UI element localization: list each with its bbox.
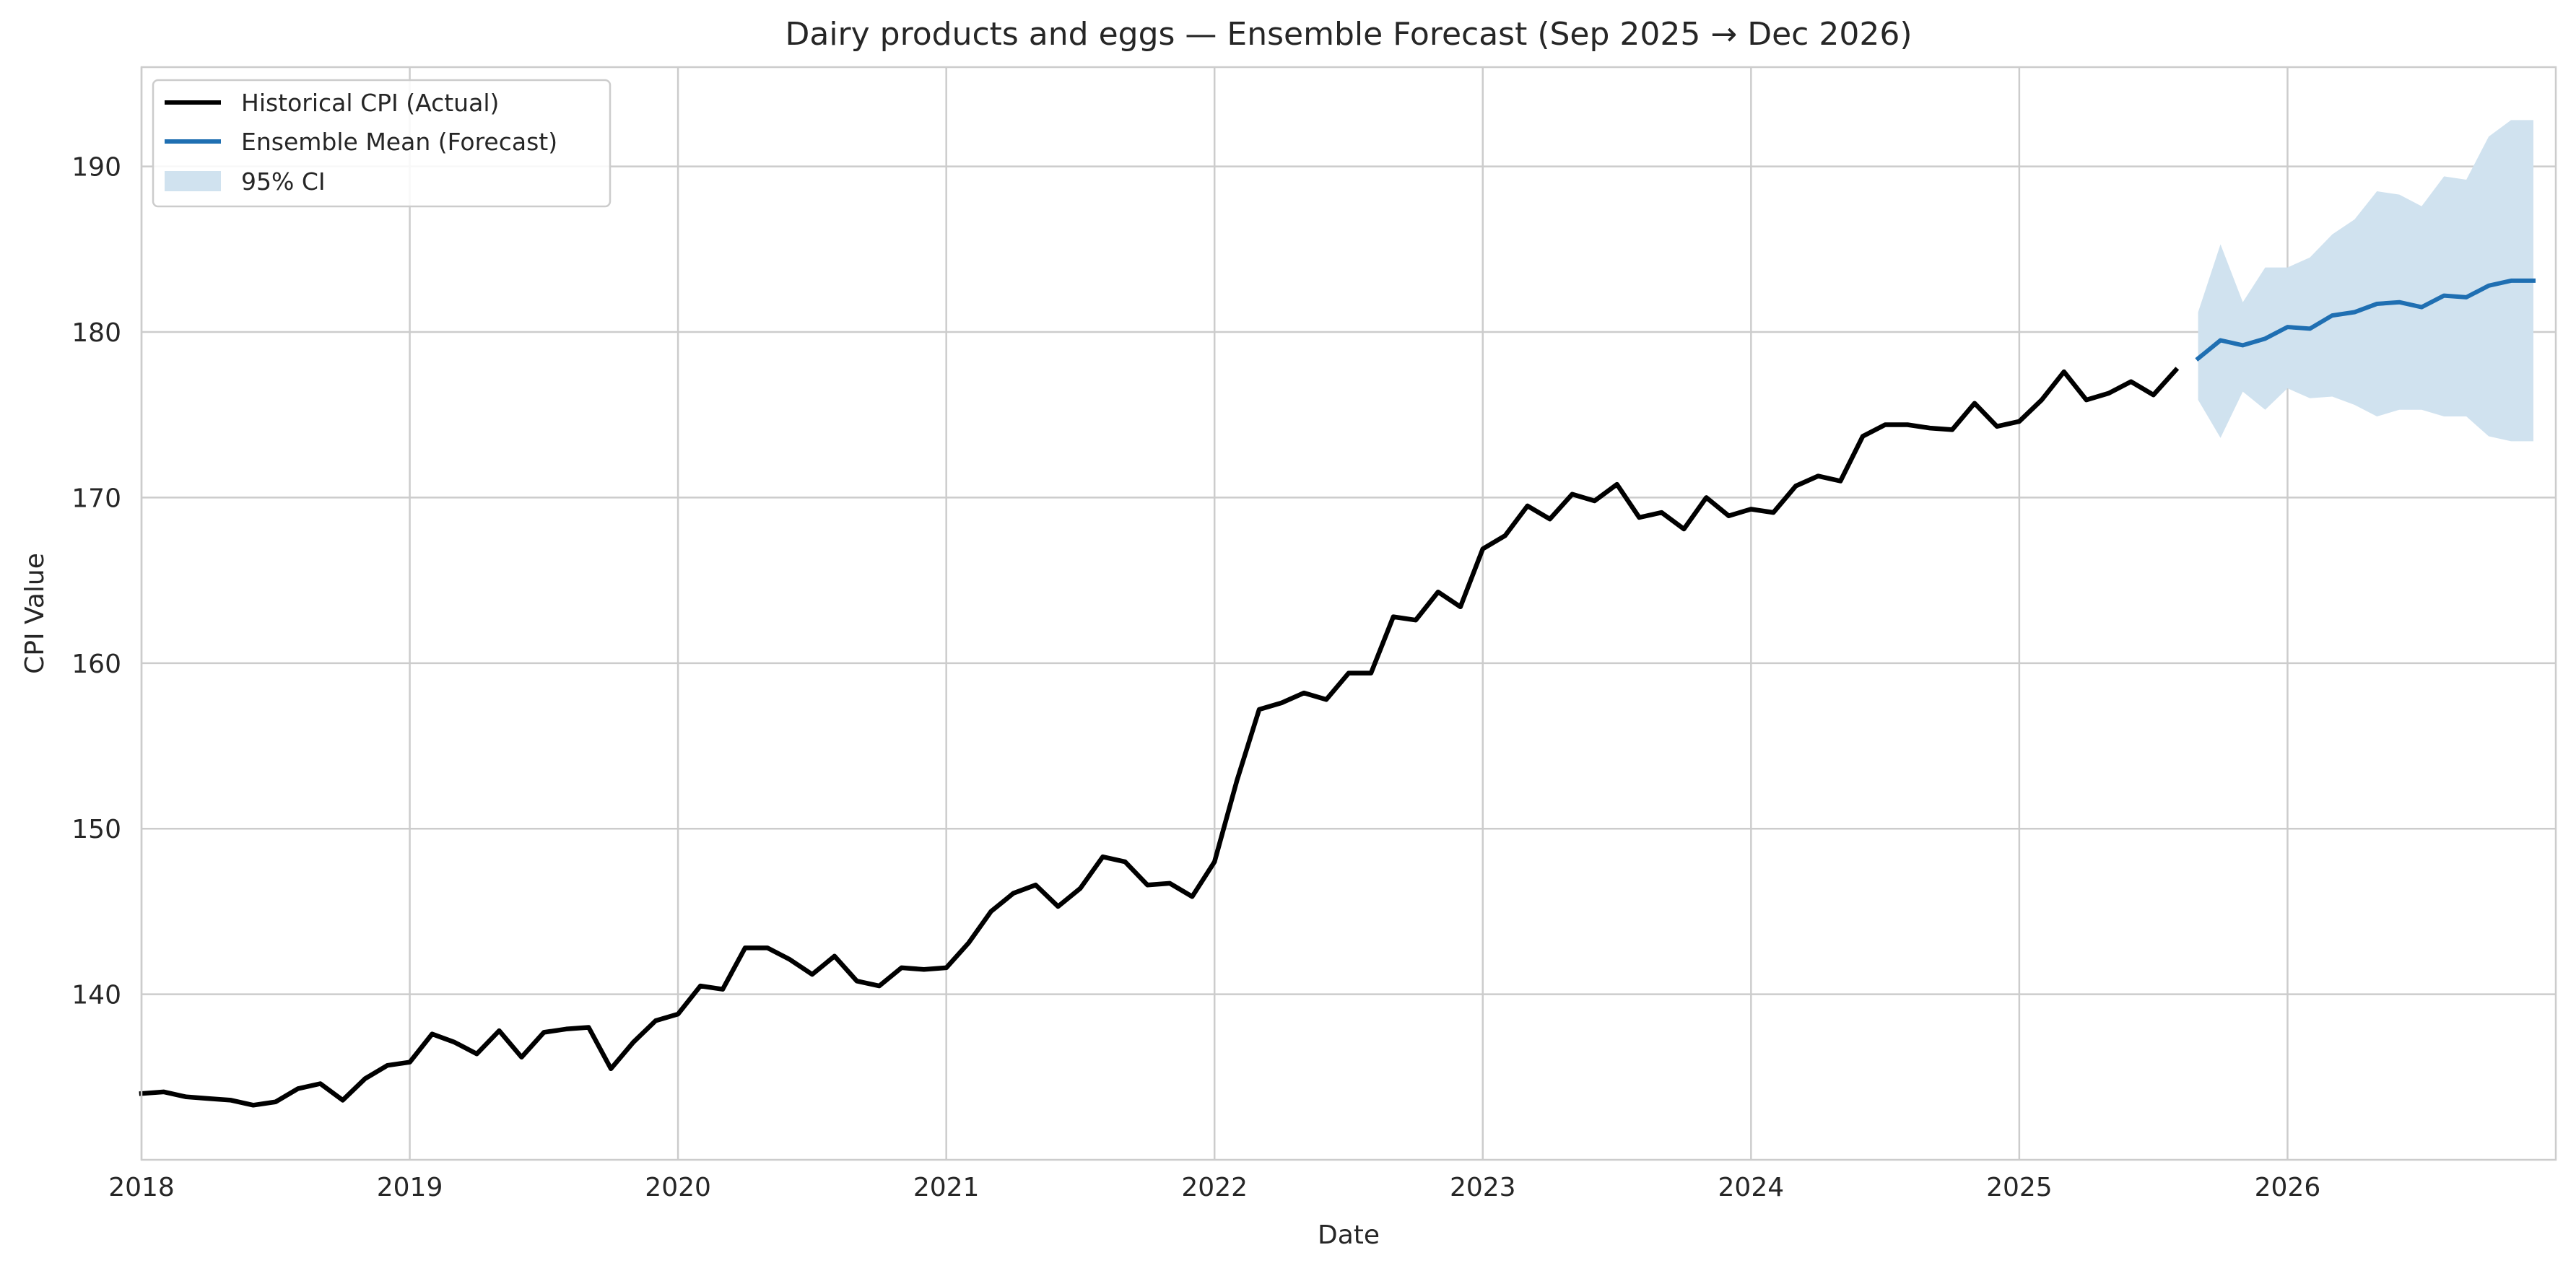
y-tick-label-180: 180: [71, 318, 121, 348]
tick-labels: 2018 2019 2020 2021 2022 2023 2024 2025 2026 140 1…: [71, 153, 2320, 1202]
y-tick-label-190: 190: [71, 153, 121, 183]
legend-label-ci: 95% CI: [241, 167, 326, 196]
x-tick-label-2018: 2018: [108, 1173, 175, 1202]
chart-title: Dairy products and eggs — Ensemble Forec…: [785, 16, 1912, 53]
ci-band: [2198, 120, 2533, 442]
x-tick-label-2023: 2023: [1450, 1173, 1516, 1202]
y-tick-label-150: 150: [71, 815, 121, 844]
forecast-line: [2195, 278, 2536, 362]
plot-border: [140, 66, 2557, 1161]
axes-frame: [140, 66, 2557, 1161]
y-tick-label-170: 170: [71, 484, 121, 513]
y-axis-label: CPI Value: [20, 553, 50, 674]
y-tick-label-160: 160: [71, 650, 121, 679]
ci-band-layer: [2198, 120, 2533, 442]
legend-swatch-ci: [165, 171, 221, 191]
y-tick-label-140: 140: [71, 981, 121, 1010]
series-layer: [139, 278, 2536, 1108]
x-tick-label-2021: 2021: [913, 1173, 980, 1202]
legend: Historical CPI (Actual) Ensemble Mean (F…: [152, 79, 612, 208]
x-tick-label-2019: 2019: [377, 1173, 443, 1202]
legend-label-historical: Historical CPI (Actual): [241, 89, 499, 117]
historical-line: [139, 367, 2180, 1108]
legend-label-forecast: Ensemble Mean (Forecast): [241, 128, 557, 156]
legend-box: [152, 79, 612, 208]
x-tick-label-2025: 2025: [1986, 1173, 2053, 1202]
x-tick-label-2024: 2024: [1718, 1173, 1785, 1202]
x-axis-label: Date: [1318, 1220, 1380, 1250]
x-tick-label-2020: 2020: [645, 1173, 711, 1202]
grid-layer: [140, 67, 2556, 1160]
x-tick-label-2022: 2022: [1181, 1173, 1248, 1202]
x-tick-label-2026: 2026: [2255, 1173, 2321, 1202]
